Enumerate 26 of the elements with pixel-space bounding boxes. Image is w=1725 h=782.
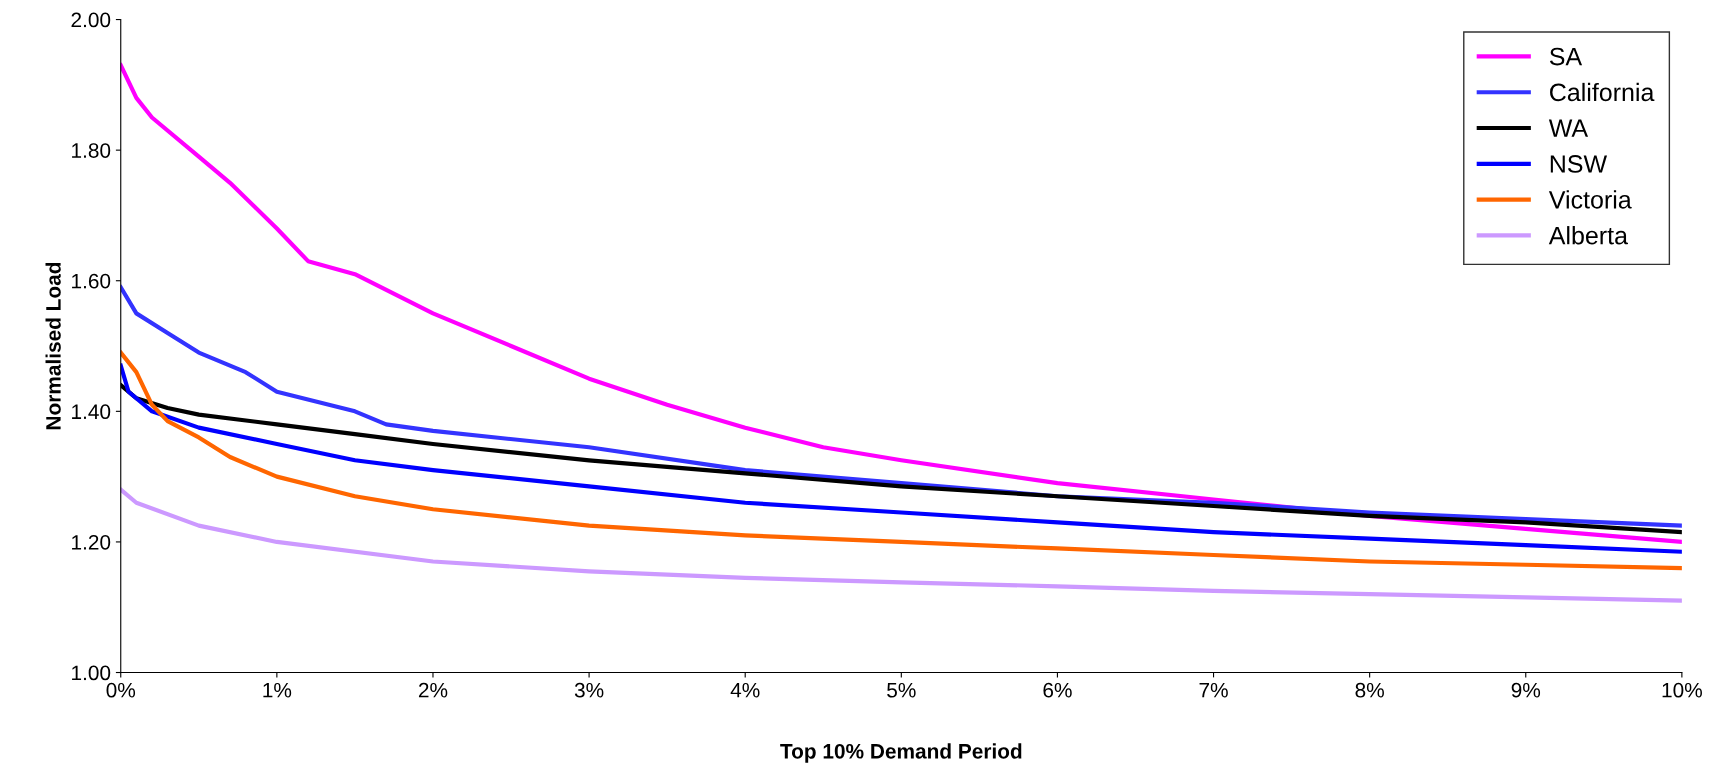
legend-label: SA [1549, 47, 1583, 66]
x-tick-label: 9% [1511, 682, 1541, 698]
x-tick-label: 7% [1199, 682, 1228, 698]
x-tick-label: 3% [574, 682, 604, 698]
x-tick-label: 2% [418, 682, 448, 698]
y-tick-label: 2.00 [71, 12, 111, 28]
x-tick-label: 5% [887, 682, 916, 698]
legend-label: NSW [1550, 155, 1608, 173]
x-tick-label: 4% [730, 682, 760, 698]
legend-label: Victoria [1548, 190, 1632, 209]
legend-label: California [1550, 82, 1655, 102]
y-tick-label: 1.40 [72, 404, 111, 420]
legend-label: WA [1548, 119, 1589, 137]
legend-label: Alberta [1548, 226, 1628, 245]
x-tick-label: 1% [263, 682, 292, 698]
x-tick-label: 10% [1662, 682, 1702, 698]
y-tick-label: 1.60 [72, 273, 111, 289]
y-tick-label: 1.20 [72, 534, 111, 550]
y-tick-label: 1.00 [72, 665, 111, 681]
x-axis-title: Top 10% Demand Period [780, 743, 1022, 763]
x-tick-label: 8% [1355, 682, 1384, 698]
x-tick-label: 6% [1043, 682, 1072, 698]
x-tick-label: 0% [106, 682, 136, 698]
y-axis-title: Normalised Load [45, 262, 61, 430]
y-tick-label: 1.80 [72, 143, 111, 158]
line-series [120, 487, 1682, 603]
